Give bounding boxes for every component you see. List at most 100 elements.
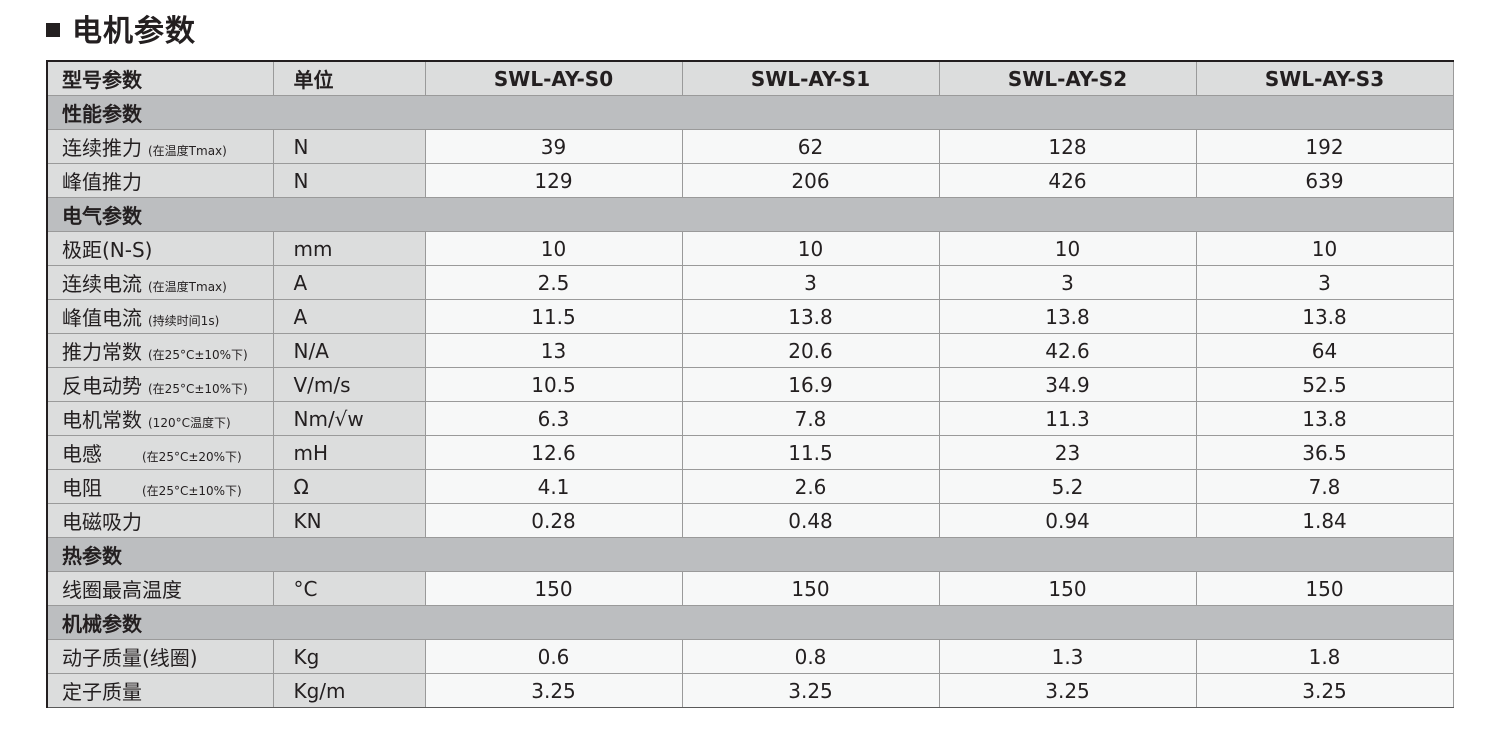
row-unit: N <box>272 129 426 164</box>
header-model: SWL-AY-S3 <box>1195 60 1454 96</box>
row-unit: Kg/m <box>272 673 426 708</box>
row-name: 峰值电流 (持续时间1s) <box>46 299 274 334</box>
row-value: 5.2 <box>938 469 1197 504</box>
header-model: SWL-AY-S0 <box>424 60 683 96</box>
table-row: 峰值推力 N 129 206 426 639 <box>46 163 1454 198</box>
row-value: 11.3 <box>938 401 1197 436</box>
square-bullet-icon <box>46 23 60 37</box>
row-note: (持续时间1s) <box>148 314 220 328</box>
row-value: 0.94 <box>938 503 1197 538</box>
row-value: 129 <box>424 163 683 198</box>
row-note: (在温度Tmax) <box>148 144 227 158</box>
row-value: 6.3 <box>424 401 683 436</box>
row-name-text: 电磁吸力 <box>62 510 142 534</box>
row-name: 电机常数 (120°C温度下) <box>46 401 274 436</box>
row-note: (在25°C±10%下) <box>148 382 248 396</box>
row-name-text: 反电动势 <box>62 374 142 398</box>
table-row: 电阻 (在25°C±10%下) Ω 4.1 2.6 5.2 7.8 <box>46 469 1454 504</box>
row-name: 连续电流 (在温度Tmax) <box>46 265 274 300</box>
row-name: 定子质量 <box>46 673 274 708</box>
row-value: 0.28 <box>424 503 683 538</box>
row-value: 13.8 <box>681 299 940 334</box>
row-value: 2.6 <box>681 469 940 504</box>
row-value: 150 <box>938 571 1197 606</box>
table-row: 峰值电流 (持续时间1s) A 11.5 13.8 13.8 13.8 <box>46 299 1454 334</box>
row-note: (在温度Tmax) <box>148 280 227 294</box>
row-value: 10 <box>1195 231 1454 266</box>
row-value: 7.8 <box>681 401 940 436</box>
motor-parameters-table: 型号参数 单位 SWL-AY-S0 SWL-AY-S1 SWL-AY-S2 SW… <box>46 60 1454 708</box>
row-name: 反电动势 (在25°C±10%下) <box>46 367 274 402</box>
page-title: 电机参数 <box>46 8 196 49</box>
row-name: 连续推力 (在温度Tmax) <box>46 129 274 164</box>
row-unit: N/A <box>272 333 426 368</box>
row-value: 639 <box>1195 163 1454 198</box>
row-value: 150 <box>424 571 683 606</box>
row-value: 62 <box>681 129 940 164</box>
row-note: (在25°C±20%下) <box>142 450 242 464</box>
row-name: 线圈最高温度 <box>46 571 274 606</box>
table-row: 推力常数 (在25°C±10%下) N/A 13 20.6 42.6 64 <box>46 333 1454 368</box>
row-note: (在25°C±10%下) <box>142 484 242 498</box>
row-value: 3 <box>938 265 1197 300</box>
section-title: 电气参数 <box>46 197 1454 232</box>
section-row: 机械参数 <box>46 605 1454 640</box>
row-value: 0.8 <box>681 639 940 674</box>
section-title: 性能参数 <box>46 95 1454 130</box>
section-row: 热参数 <box>46 537 1454 572</box>
row-value: 1.3 <box>938 639 1197 674</box>
row-unit: mH <box>272 435 426 470</box>
row-value: 150 <box>1195 571 1454 606</box>
table-row: 连续推力 (在温度Tmax) N 39 62 128 192 <box>46 129 1454 164</box>
row-name-text: 定子质量 <box>62 680 142 704</box>
row-name: 极距(N-S) <box>46 231 274 266</box>
row-value: 12.6 <box>424 435 683 470</box>
row-name-text: 推力常数 <box>62 340 142 364</box>
row-value: 39 <box>424 129 683 164</box>
row-value: 13 <box>424 333 683 368</box>
row-value: 64 <box>1195 333 1454 368</box>
row-name-text: 线圈最高温度 <box>62 578 182 602</box>
row-value: 52.5 <box>1195 367 1454 402</box>
header-unit: 单位 <box>272 60 426 96</box>
row-value: 4.1 <box>424 469 683 504</box>
row-name: 动子质量(线圈) <box>46 639 274 674</box>
row-value: 128 <box>938 129 1197 164</box>
row-unit: Kg <box>272 639 426 674</box>
row-name: 电磁吸力 <box>46 503 274 538</box>
row-name-text: 极距(N-S) <box>62 238 153 262</box>
row-value: 10.5 <box>424 367 683 402</box>
row-value: 10 <box>938 231 1197 266</box>
row-value: 23 <box>938 435 1197 470</box>
table-row: 电机常数 (120°C温度下) Nm/√w 6.3 7.8 11.3 13.8 <box>46 401 1454 436</box>
row-name-text: 电机常数 <box>62 408 142 432</box>
table-row: 动子质量(线圈) Kg 0.6 0.8 1.3 1.8 <box>46 639 1454 674</box>
row-value: 3.25 <box>681 673 940 708</box>
row-value: 150 <box>681 571 940 606</box>
header-model-param: 型号参数 <box>46 60 274 96</box>
row-value: 3 <box>1195 265 1454 300</box>
row-note: (在25°C±10%下) <box>148 348 248 362</box>
row-unit: KN <box>272 503 426 538</box>
row-name-text: 动子质量(线圈) <box>62 646 198 670</box>
row-value: 20.6 <box>681 333 940 368</box>
row-unit: A <box>272 265 426 300</box>
row-name: 电感 (在25°C±20%下) <box>46 435 274 470</box>
row-unit: A <box>272 299 426 334</box>
row-name-text: 连续推力 <box>62 136 142 160</box>
row-value: 11.5 <box>681 435 940 470</box>
row-name-text: 电阻 <box>62 476 102 500</box>
row-value: 42.6 <box>938 333 1197 368</box>
row-value: 13.8 <box>938 299 1197 334</box>
row-name-text: 峰值推力 <box>62 170 142 194</box>
row-unit: Ω <box>272 469 426 504</box>
section-row: 性能参数 <box>46 95 1454 130</box>
row-value: 10 <box>424 231 683 266</box>
header-model: SWL-AY-S2 <box>938 60 1197 96</box>
row-value: 2.5 <box>424 265 683 300</box>
row-unit: Nm/√w <box>272 401 426 436</box>
row-value: 192 <box>1195 129 1454 164</box>
row-value: 206 <box>681 163 940 198</box>
row-value: 3.25 <box>1195 673 1454 708</box>
page-title-text: 电机参数 <box>72 14 196 49</box>
